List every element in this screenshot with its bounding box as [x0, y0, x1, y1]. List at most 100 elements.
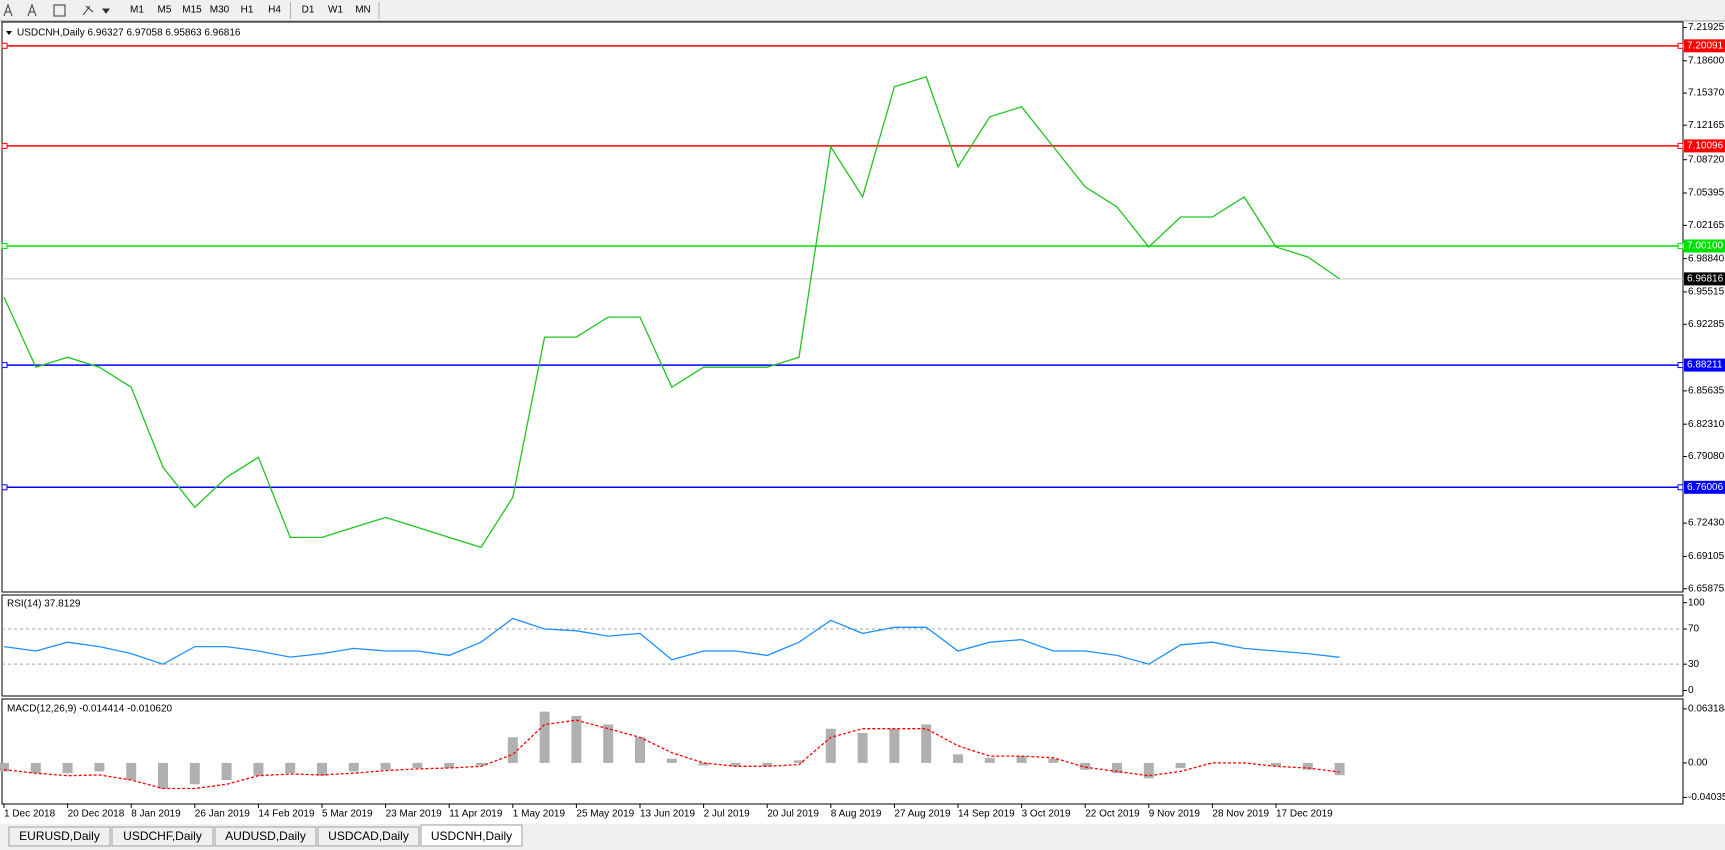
y-tick-label: 0 [1688, 685, 1694, 696]
histogram-bar [444, 762, 455, 769]
macd-header: MACD(12,26,9) -0.014414 -0.010620 [7, 704, 173, 715]
level-anchor [1, 243, 8, 250]
histogram-bar [253, 762, 264, 776]
histogram-bar [221, 762, 232, 780]
y-tick-label: 6.69105 [1688, 551, 1725, 562]
x-tick-label: 8 Jan 2019 [131, 809, 181, 820]
series-line [3, 617, 1340, 665]
tab[interactable] [111, 826, 214, 847]
tab-label[interactable]: USDCHF,Daily [123, 829, 202, 843]
level-anchor [1677, 243, 1684, 250]
timeframe-button[interactable]: D1 [302, 5, 315, 16]
last-price-tag [1684, 272, 1725, 286]
x-tick-label: 26 Jan 2019 [195, 809, 250, 820]
y-tick-label: 6.85635 [1688, 386, 1725, 397]
tab[interactable] [317, 826, 420, 847]
histogram-bar [1112, 762, 1122, 774]
timeframe-button[interactable]: M15 [182, 5, 202, 16]
histogram-bar [762, 762, 773, 767]
tab[interactable] [8, 826, 111, 847]
x-tick-label: 14 Sep 2019 [958, 809, 1015, 820]
histogram-bar [984, 757, 995, 763]
y-tick-label: 7.08720 [1688, 154, 1725, 165]
histogram-bar [1175, 762, 1186, 769]
histogram-bar [0, 762, 9, 772]
level-tag [1684, 139, 1725, 153]
timeframe-button[interactable]: M30 [210, 5, 230, 16]
x-tick-label: 2 Jul 2019 [704, 809, 751, 820]
y-tick-label: 7.02165 [1688, 220, 1725, 231]
histogram-bar [1080, 762, 1091, 770]
level-anchor [1, 362, 8, 369]
histogram-bar [1302, 762, 1313, 770]
timeframe-button[interactable]: W1 [328, 5, 343, 16]
y-tick-label: 6.65875 [1688, 583, 1725, 594]
level-tag-label: 6.76006 [1687, 482, 1724, 493]
histogram-bar [1207, 762, 1218, 764]
y-tick-label: 100 [1688, 597, 1705, 608]
price-panel [1, 21, 1684, 593]
histogram-bar [1016, 756, 1027, 763]
level-tag [1684, 39, 1725, 53]
tab-label[interactable]: AUDUSD,Daily [225, 829, 306, 843]
histogram-bar [1143, 762, 1154, 779]
timeframe-button[interactable]: M1 [130, 5, 144, 16]
level-anchor [1677, 362, 1684, 369]
toolbar [0, 0, 1725, 21]
level-tag [1684, 239, 1725, 253]
histogram-bar [794, 760, 804, 763]
timeframe-button[interactable]: M5 [158, 5, 172, 16]
histogram-bar [348, 762, 359, 772]
x-tick-label: 25 May 2019 [576, 809, 634, 820]
level-anchor [1677, 42, 1684, 49]
series-line [3, 75, 1340, 549]
level-anchor [1, 484, 8, 491]
histogram-bar [158, 762, 168, 789]
histogram-bar [857, 733, 868, 763]
histogram-bar [825, 728, 836, 763]
y-tick-label: 7.12165 [1688, 120, 1725, 131]
level-tag-label: 7.10096 [1687, 141, 1724, 152]
level-tag-label: 6.88211 [1687, 360, 1723, 371]
icon-crosshair [3, 3, 13, 17]
x-tick-label: 1 May 2019 [513, 809, 566, 820]
tab[interactable] [214, 826, 317, 847]
x-tick-label: 22 Oct 2019 [1085, 809, 1140, 820]
tab-label[interactable]: USDCNH,Daily [431, 829, 512, 843]
histogram-bar [380, 762, 391, 770]
chart-header: USDCNH,Daily 6.96327 6.97058 6.95863 6.9… [17, 28, 241, 39]
tab-label[interactable]: EURUSD,Daily [19, 829, 100, 843]
histogram-bar [476, 762, 486, 766]
y-tick-label: 7.18600 [1688, 55, 1725, 66]
histogram-bar [317, 762, 327, 776]
icon-arrows [82, 5, 94, 16]
histogram-bar [666, 758, 677, 763]
tab[interactable] [420, 824, 523, 847]
y-tick-label: 70 [1688, 624, 1700, 635]
rsi-header: RSI(14) 37.8129 [7, 599, 81, 610]
y-tick-label: 30 [1688, 659, 1700, 670]
x-tick-label: 28 Nov 2019 [1212, 809, 1269, 820]
histogram-bar [126, 762, 137, 780]
histogram-bar [539, 711, 550, 763]
rsi-panel [1, 594, 1684, 697]
y-tick-label: 6.95515 [1688, 287, 1725, 298]
histogram-bar [94, 762, 105, 772]
x-tick-label: 5 Mar 2019 [322, 809, 373, 820]
x-tick-label: 9 Nov 2019 [1149, 809, 1201, 820]
toolbar-icons [3, 3, 110, 17]
tab-label[interactable]: USDCAD,Daily [328, 829, 409, 843]
histogram-bar [62, 762, 73, 774]
timeframe-button[interactable]: H4 [268, 5, 281, 16]
x-tick-label: 17 Dec 2019 [1276, 809, 1333, 820]
level-anchor [1, 42, 8, 49]
level-anchor [1677, 142, 1684, 149]
icon-label [53, 4, 66, 17]
histogram-bar [1271, 762, 1281, 767]
histogram-bar [698, 762, 709, 766]
timeframe-button[interactable]: H1 [241, 5, 254, 16]
y-tick-label: 6.82310 [1688, 419, 1725, 430]
timeframe-button[interactable]: MN [355, 5, 371, 16]
histogram-bar [921, 724, 932, 763]
